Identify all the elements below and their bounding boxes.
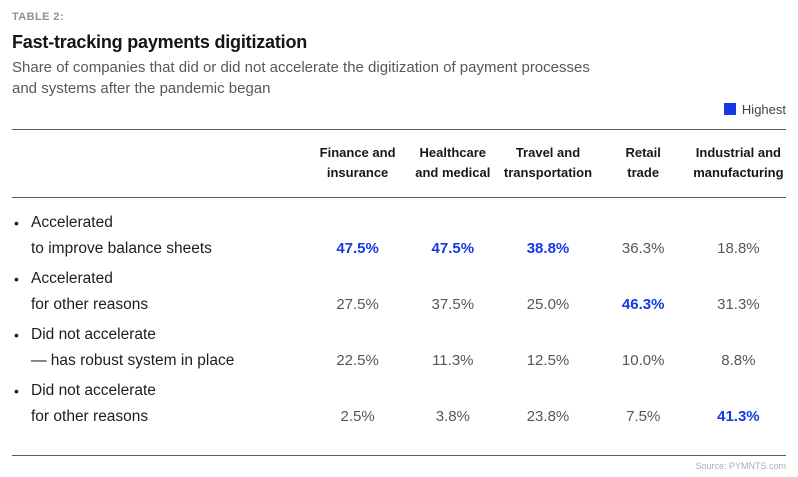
value-cell: 23.8% (526, 408, 570, 425)
column-header-row: Finance and insurance Healthcare and med… (12, 130, 786, 197)
value-cell: 46.3% (621, 296, 665, 313)
table-row: • Did not accelerate — has robust system… (12, 322, 786, 378)
column-header-travel: Travel and transportation (503, 145, 593, 180)
column-header-retail: Retail trade (625, 145, 661, 180)
bullet-icon: • (14, 215, 19, 231)
value-cell: 3.8% (435, 408, 470, 425)
bullet-icon: • (14, 383, 19, 399)
subtitle-line-2: and systems after the pandemic began (12, 80, 271, 97)
source-credit: Source: PYMNTS.com (695, 461, 786, 471)
value-cell: 8.8% (721, 352, 756, 369)
value-cell: 38.8% (526, 240, 570, 257)
value-cell: 36.3% (621, 240, 665, 257)
table-row: • Accelerated to improve balance sheets … (12, 210, 786, 266)
table-row: • Accelerated for other reasons 27.5% 37… (12, 266, 786, 322)
column-header-finance: Finance and insurance (319, 145, 396, 180)
value-cell: 10.0% (621, 352, 665, 369)
value-cell: 12.5% (526, 352, 570, 369)
legend-label: Highest (741, 101, 786, 117)
divider-header (12, 197, 786, 198)
row-label-column-spacer (12, 143, 310, 183)
value-cell: 41.3% (717, 408, 760, 425)
legend: Highest (12, 101, 786, 117)
figure-title: Fast-tracking payments digitization (12, 32, 308, 52)
subtitle-line-1: Share of companies that did or did not a… (12, 59, 590, 76)
row-label: • Did not accelerate for other reasons (12, 378, 310, 434)
value-cell: 18.8% (717, 240, 760, 257)
highest-swatch-icon (723, 103, 736, 115)
value-cell: 2.5% (340, 408, 375, 425)
value-cell: 22.5% (336, 352, 379, 369)
table-row: • Did not accelerate for other reasons 2… (12, 378, 786, 434)
value-cell: 7.5% (626, 408, 661, 425)
divider-top (12, 129, 786, 130)
column-header-healthcare: Healthcare and medical (415, 145, 491, 180)
value-cell: 47.5% (336, 240, 379, 257)
value-cell: 31.3% (717, 296, 760, 313)
column-header-industrial: Industrial and manufacturing (693, 145, 784, 180)
value-cell: 25.0% (526, 296, 570, 313)
value-cell: 47.5% (431, 240, 475, 257)
figure-subtitle: Share of companies that did or did not a… (12, 57, 786, 99)
row-label: • Accelerated for other reasons (12, 266, 310, 322)
table-label: TABLE 2: (12, 11, 64, 23)
bullet-icon: • (14, 327, 19, 343)
row-label: • Accelerated to improve balance sheets (12, 210, 310, 266)
value-cell: 27.5% (336, 296, 379, 313)
value-cell: 37.5% (431, 296, 475, 313)
bullet-icon: • (14, 271, 19, 287)
table-body: • Accelerated to improve balance sheets … (12, 198, 786, 434)
divider-bottom (12, 455, 786, 456)
row-label: • Did not accelerate — has robust system… (12, 322, 310, 378)
value-cell: 11.3% (432, 352, 474, 369)
